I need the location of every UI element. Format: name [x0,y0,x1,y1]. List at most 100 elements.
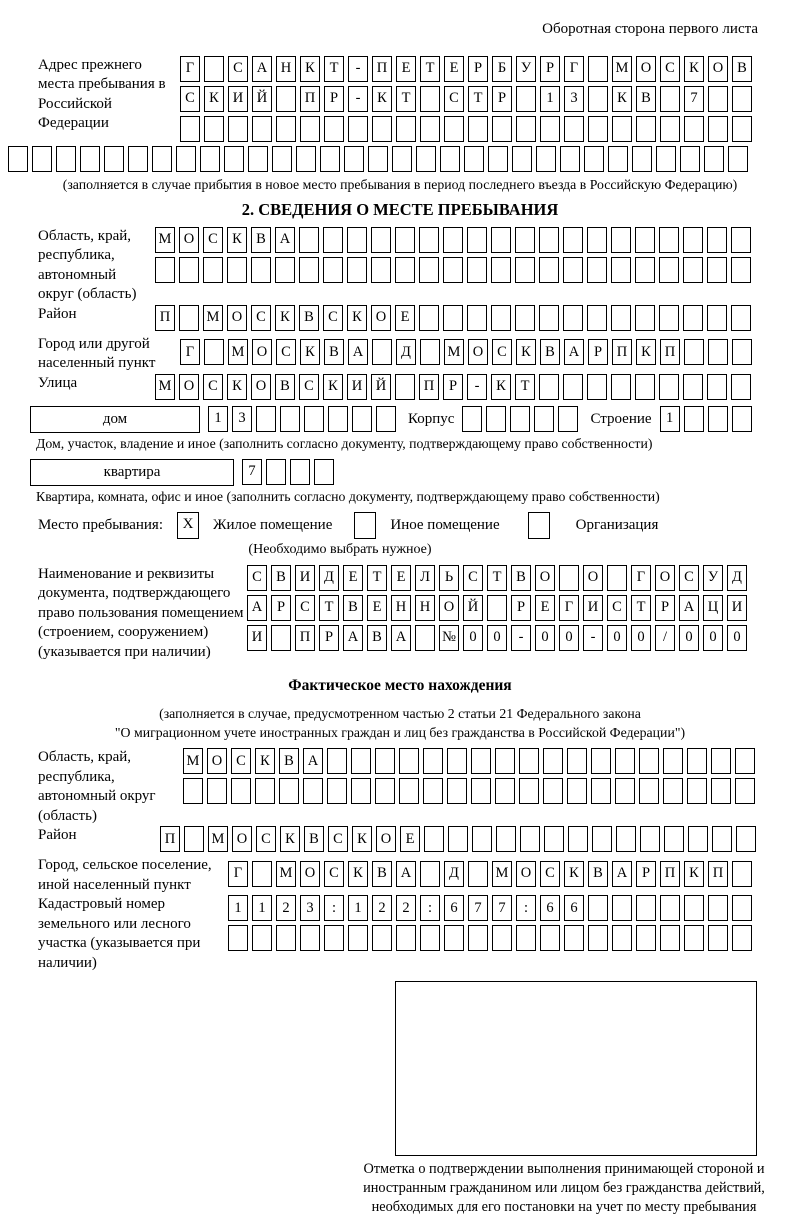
char-cell[interactable] [495,778,515,805]
char-cell[interactable] [372,925,392,952]
char-cell[interactable] [568,826,588,853]
char-cell[interactable]: С [180,85,200,112]
char-cell[interactable] [80,145,100,172]
char-cell[interactable] [659,373,679,400]
char-cell[interactable]: И [583,594,603,621]
char-cell[interactable] [663,778,683,805]
char-cell[interactable] [611,256,631,283]
char-cell[interactable]: М [444,339,464,366]
char-cell[interactable] [396,115,416,142]
char-cell[interactable] [520,826,540,853]
char-cell[interactable]: Т [487,564,507,591]
char-cell[interactable]: О [655,564,675,591]
char-cell[interactable] [731,304,751,331]
char-cell[interactable]: С [444,85,464,112]
place-type-checkbox-inoe[interactable] [354,511,377,539]
char-cell[interactable] [443,256,463,283]
char-cell[interactable]: - [583,624,603,651]
char-cell[interactable]: 0 [535,624,555,651]
char-cell[interactable]: М [276,860,296,887]
char-cell[interactable]: Р [588,339,608,366]
char-cell[interactable] [276,85,296,112]
char-cell[interactable] [256,405,276,432]
char-cell[interactable]: 0 [703,624,723,651]
char-cell[interactable] [564,115,584,142]
char-cell[interactable] [732,860,752,887]
char-cell[interactable] [231,778,251,805]
char-cell[interactable] [486,405,507,432]
char-cell[interactable]: А [612,860,632,887]
char-cell[interactable] [731,226,751,253]
char-cell[interactable]: Д [319,564,339,591]
char-cell[interactable]: Е [535,594,555,621]
char-cell[interactable] [299,256,319,283]
char-cell[interactable] [290,458,310,485]
char-cell[interactable] [683,373,703,400]
char-cell[interactable]: 0 [631,624,651,651]
char-cell[interactable] [468,925,488,952]
char-cell[interactable] [640,826,660,853]
char-cell[interactable] [684,925,704,952]
char-cell[interactable] [327,778,347,805]
char-cell[interactable] [348,925,368,952]
char-cell[interactable]: О [376,826,396,853]
char-cell[interactable] [539,256,559,283]
char-cell[interactable]: К [227,226,247,253]
char-cell[interactable]: 2 [372,895,392,922]
char-cell[interactable] [659,226,679,253]
char-cell[interactable] [540,115,560,142]
char-cell[interactable]: М [203,304,223,331]
char-cell[interactable] [543,778,563,805]
char-cell[interactable]: 3 [300,895,320,922]
char-cell[interactable] [635,256,655,283]
char-cell[interactable] [587,226,607,253]
char-cell[interactable]: Р [319,624,339,651]
char-cell[interactable] [368,145,388,172]
char-cell[interactable] [395,373,415,400]
char-cell[interactable] [563,373,583,400]
char-cell[interactable]: П [660,339,680,366]
char-cell[interactable]: М [492,860,512,887]
char-cell[interactable] [200,145,220,172]
char-cell[interactable] [323,256,343,283]
char-cell[interactable]: В [636,85,656,112]
char-cell[interactable] [592,826,612,853]
char-cell[interactable] [228,925,248,952]
char-cell[interactable]: А [564,339,584,366]
char-cell[interactable] [608,145,628,172]
char-cell[interactable] [510,405,531,432]
char-cell[interactable]: В [540,339,560,366]
char-cell[interactable] [180,115,200,142]
char-cell[interactable]: С [276,339,296,366]
char-cell[interactable] [467,226,487,253]
char-cell[interactable] [735,778,755,805]
char-cell[interactable]: И [228,85,248,112]
char-cell[interactable] [300,925,320,952]
char-cell[interactable]: А [343,624,363,651]
char-cell[interactable] [395,256,415,283]
char-cell[interactable] [660,925,680,952]
char-cell[interactable]: - [348,55,368,82]
char-cell[interactable] [519,778,539,805]
char-cell[interactable]: Т [319,594,339,621]
char-cell[interactable]: О [636,55,656,82]
char-cell[interactable] [344,145,364,172]
char-cell[interactable] [732,115,752,142]
char-cell[interactable]: Н [391,594,411,621]
char-cell[interactable]: О [708,55,728,82]
char-cell[interactable]: Т [468,85,488,112]
char-cell[interactable]: О [251,373,271,400]
char-cell[interactable]: И [247,624,267,651]
char-cell[interactable] [320,145,340,172]
char-cell[interactable]: О [468,339,488,366]
char-cell[interactable] [684,339,704,366]
char-cell[interactable] [448,826,468,853]
char-cell[interactable] [560,145,580,172]
char-cell[interactable] [347,226,367,253]
char-cell[interactable]: К [684,860,704,887]
char-cell[interactable] [351,778,371,805]
char-cell[interactable] [492,115,512,142]
char-cell[interactable] [616,826,636,853]
char-cell[interactable] [536,145,556,172]
char-cell[interactable] [539,304,559,331]
